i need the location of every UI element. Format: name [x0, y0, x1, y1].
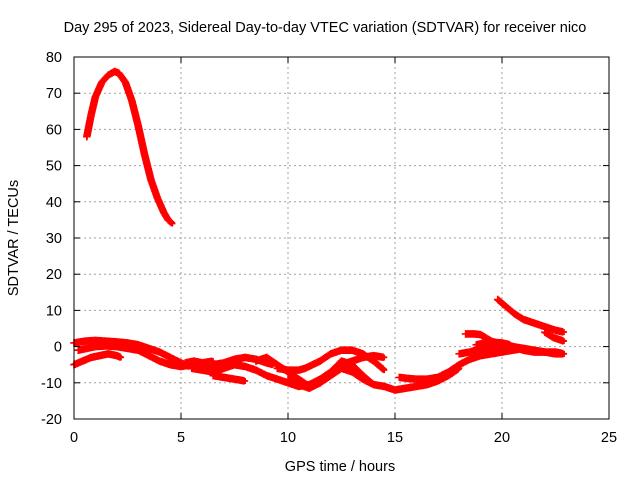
y-tick-label: 80: [46, 50, 62, 66]
data-point-run: [140, 150, 155, 183]
y-tick-label: 10: [46, 303, 62, 319]
series-arc-n: [472, 338, 514, 349]
axis-ticks: -20 -10 0 10 20 30 40 50 60 70 80 0 5 10 15 20 25: [41, 50, 617, 446]
data-point-run: [98, 72, 112, 87]
data-point-run: [316, 372, 334, 387]
y-tick-label: 60: [46, 122, 62, 138]
series-arc-i: [284, 364, 463, 394]
data-point-run: [369, 357, 388, 374]
x-tick-label: 5: [177, 430, 185, 446]
series-arc-f: [209, 371, 249, 385]
x-tick-label: 25: [601, 430, 617, 446]
data-point-run: [262, 353, 280, 368]
series-arc-m: [493, 295, 568, 336]
series-arc-o: [541, 328, 568, 345]
data-point-run: [316, 350, 334, 365]
data-point-run: [493, 295, 510, 310]
data-point: [528, 347, 535, 354]
data-point: [118, 354, 125, 361]
y-tick-label: 20: [46, 267, 62, 283]
data-point: [507, 341, 514, 348]
x-tick-label: 15: [387, 430, 403, 446]
y-tick-label: 30: [46, 231, 62, 247]
data-point-run: [359, 350, 377, 365]
data-point-run: [83, 112, 95, 141]
y-tick-label: -10: [41, 376, 62, 392]
data-point-run: [164, 216, 176, 227]
data-point-run: [444, 361, 462, 376]
data-point: [169, 220, 176, 227]
x-tick-label: 0: [70, 430, 78, 446]
data-point: [242, 377, 249, 384]
y-tick-label: 50: [46, 159, 62, 175]
data-point-run: [147, 176, 161, 201]
data-point-run: [134, 121, 149, 158]
y-tick-label: 40: [46, 195, 62, 211]
data-point-run: [348, 360, 366, 379]
data-point: [381, 367, 388, 374]
x-axis-label: GPS time / hours: [285, 459, 395, 475]
data-point-run: [91, 79, 106, 101]
data-marks: [70, 67, 568, 394]
data-point: [381, 354, 388, 361]
series-arc-high: [83, 67, 176, 227]
y-axis-label: SDTVAR / TECUs: [6, 180, 22, 296]
series-arc-d: [181, 353, 277, 369]
x-tick-label: 20: [494, 430, 510, 446]
chart-title: Day 295 of 2023, Sidereal Day-to-day VTE…: [64, 20, 587, 36]
data-point-run: [502, 302, 518, 317]
data-point-run: [153, 194, 168, 216]
data-point-run: [127, 96, 142, 129]
data-point: [561, 329, 568, 336]
data-point-run: [301, 357, 323, 373]
data-point-run: [115, 69, 129, 86]
y-tick-label: 0: [54, 340, 62, 356]
x-tick-label: 10: [280, 430, 296, 446]
data-point: [561, 350, 568, 357]
data-point-run: [121, 78, 136, 103]
series-arc-h: [273, 346, 388, 374]
y-tick-label: -20: [41, 412, 62, 428]
data-point: [561, 338, 568, 345]
y-tick-label: 70: [46, 86, 62, 102]
data-point-run: [348, 368, 366, 383]
